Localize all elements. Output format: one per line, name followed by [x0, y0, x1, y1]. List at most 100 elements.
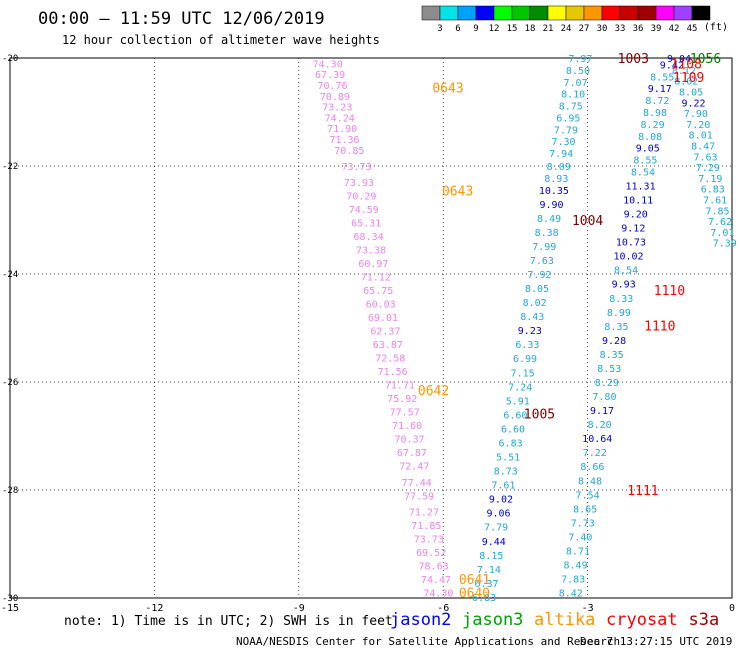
- pass-time-label: 1111: [627, 484, 658, 499]
- scale-swatch: [457, 5, 477, 21]
- swh-value: 8.72: [645, 96, 669, 107]
- swh-value: 6.83: [499, 438, 523, 449]
- swh-value: 8.09: [547, 162, 571, 173]
- swh-value: 8.71: [566, 546, 590, 557]
- swh-value: 67.87: [397, 448, 427, 459]
- pass-time-label: 0643: [442, 184, 473, 199]
- footer-note: note: 1) Time is in UTC; 2) SWH is in fe…: [64, 614, 393, 629]
- swh-value: 69.52: [416, 548, 446, 559]
- swh-value: 7.79: [484, 523, 508, 534]
- swh-value: 74.47: [421, 575, 451, 586]
- swh-value: 9.17: [648, 84, 672, 95]
- swh-value: 7.20: [686, 120, 710, 131]
- swh-value: 10.73: [616, 238, 646, 249]
- scale-swatch: [583, 5, 603, 21]
- swh-value: 74.59: [349, 205, 379, 216]
- legend-jason3: jason3: [462, 610, 523, 630]
- swh-value: 73.93: [344, 178, 374, 189]
- swh-value: 71.85: [411, 521, 441, 532]
- swh-value: 8.55: [650, 72, 674, 83]
- swh-value: 74.24: [325, 113, 355, 124]
- swh-value: 71.60: [392, 421, 422, 432]
- swh-value: 8.55: [633, 156, 657, 167]
- swh-value: 7.79: [554, 125, 578, 136]
- swh-value: 9.12: [621, 224, 645, 235]
- swh-value: 70.89: [320, 92, 350, 103]
- swh-value: 62.37: [370, 327, 400, 338]
- swh-value: 73.38: [356, 246, 386, 257]
- scale-label: 27: [579, 24, 590, 34]
- pass-time-label: 1109: [673, 71, 704, 86]
- swh-value: 8.53: [597, 364, 621, 375]
- swh-value: 8.49: [564, 561, 588, 572]
- scale-label: 24: [561, 24, 572, 34]
- scale-swatch: [439, 5, 459, 21]
- swh-value: 6.83: [472, 593, 496, 604]
- swh-value: 65.75: [363, 286, 393, 297]
- swh-value: 9.20: [624, 210, 648, 221]
- swh-value: 6.83: [701, 185, 725, 196]
- y-tick-label: -26: [2, 378, 18, 388]
- swh-value: 6.60: [503, 410, 527, 421]
- swh-value: 71.12: [361, 273, 391, 284]
- swh-value: 7.99: [532, 242, 556, 253]
- swh-value: 9.02: [489, 495, 513, 506]
- swh-value: 8.38: [535, 228, 559, 239]
- swh-value: 8.02: [674, 77, 698, 88]
- swh-value: 8.35: [600, 350, 624, 361]
- swh-value: 71.56: [378, 367, 408, 378]
- swh-value: 8.05: [525, 284, 549, 295]
- swh-value: 8.08: [638, 132, 662, 143]
- swh-value: 8.66: [580, 462, 604, 473]
- scale-label: 30: [597, 24, 608, 34]
- swh-value: 7.85: [706, 206, 730, 217]
- swh-value: 8.29: [641, 120, 665, 131]
- swh-value: 75.92: [387, 394, 417, 405]
- swh-value: 6.99: [513, 354, 537, 365]
- y-tick-label: -28: [2, 486, 18, 496]
- pass-time-label: 1110: [654, 284, 685, 299]
- swh-value: 8.49: [537, 214, 561, 225]
- swh-value: 7.92: [527, 270, 551, 281]
- swh-value: 7.63: [693, 152, 717, 163]
- axis-ticks: -15 -12 -9 -6 -3 0-20-22-24-26-28-30: [1, 54, 735, 614]
- swh-value: 6.95: [556, 113, 580, 124]
- scale-label: 42: [669, 24, 680, 34]
- scale-label: 12: [489, 24, 500, 34]
- y-tick-label: -22: [2, 162, 18, 172]
- swh-value: 7.22: [583, 448, 607, 459]
- scale-label: 36: [633, 24, 644, 34]
- swh-value: 7.40: [568, 532, 592, 543]
- swh-value: 10.35: [539, 186, 569, 197]
- legend-cryosat: cryosat: [606, 610, 678, 630]
- chart-subtitle: 12 hour collection of altimeter wave hei…: [62, 33, 380, 47]
- swh-value: 9.44: [482, 537, 506, 548]
- scale-swatch: [619, 5, 639, 21]
- swh-value: 8.01: [689, 131, 713, 142]
- scale-swatch: [511, 5, 531, 21]
- swh-value: 8.47: [691, 141, 715, 152]
- pass-time-label: 1004: [572, 214, 603, 229]
- pass-time-label: 1108: [671, 57, 702, 72]
- swh-value: 7.01: [710, 228, 734, 239]
- pass-time-label: 0641: [459, 573, 490, 588]
- swh-value: 9.22: [681, 98, 705, 109]
- legend-jason2: jason2: [390, 610, 451, 630]
- swh-value: 8.65: [573, 504, 597, 515]
- pass-time-label: 0642: [418, 384, 449, 399]
- scale-label: 39: [651, 24, 662, 34]
- swh-value: 8.73: [494, 467, 518, 478]
- swh-value: 7.62: [708, 217, 732, 228]
- swh-value: 7.14: [477, 565, 501, 576]
- swh-value: 7.39: [713, 239, 737, 250]
- plot-frame: [9, 57, 733, 599]
- scale-swatch: [547, 5, 567, 21]
- scale-label: 21: [543, 24, 554, 34]
- x-tick-label: -3: [582, 603, 594, 614]
- pass-time-label: 0640: [459, 587, 490, 602]
- swh-value: 73.73: [414, 535, 444, 546]
- swh-value: 8.54: [631, 167, 655, 178]
- swh-value: 78.63: [419, 562, 449, 573]
- swh-value: 7.80: [592, 392, 616, 403]
- scale-label: 33: [615, 24, 626, 34]
